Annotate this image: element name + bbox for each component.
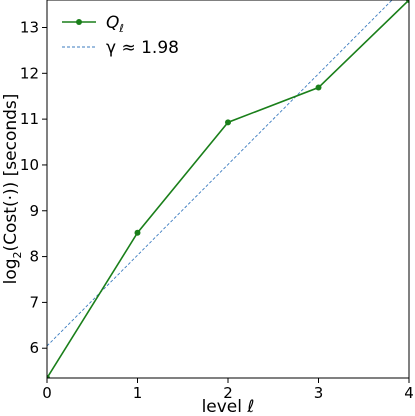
y-tick-label: 12: [20, 64, 39, 82]
series-q-point: [225, 119, 231, 126]
legend-label-q: Qℓ: [106, 13, 124, 35]
legend: Qℓ γ ≈ 1.98: [62, 13, 179, 58]
y-tick-label: 11: [20, 110, 39, 128]
series-gamma-fit-line: [47, 0, 393, 347]
legend-swatch-q-marker: [76, 19, 82, 25]
y-axis-label: log2(Cost(·)) [seconds]: [1, 94, 24, 285]
y-tick-label: 9: [29, 202, 39, 220]
x-tick-label: 0: [42, 384, 52, 402]
y-tick-label: 7: [29, 293, 39, 311]
legend-label-gamma: γ ≈ 1.98: [106, 38, 179, 58]
x-axis-label: level ℓ: [202, 397, 255, 416]
series-q-line: [47, 0, 409, 378]
x-tick-label: 1: [133, 384, 143, 402]
series-q-point: [315, 84, 322, 91]
y-tick-label: 6: [29, 339, 39, 357]
y-tick-label: 13: [20, 18, 39, 36]
x-tick-label: 4: [404, 384, 414, 402]
x-tick-label: 3: [314, 384, 324, 402]
series-layer: [47, 0, 409, 378]
series-q-point: [47, 375, 50, 378]
series-q-point: [134, 229, 141, 236]
x-tick-label: 2: [223, 384, 233, 402]
y-tick-label: 8: [29, 248, 39, 266]
plot-frame: [46, 0, 410, 379]
y-tick-label: 10: [20, 156, 39, 174]
series-q-point: [406, 0, 409, 3]
